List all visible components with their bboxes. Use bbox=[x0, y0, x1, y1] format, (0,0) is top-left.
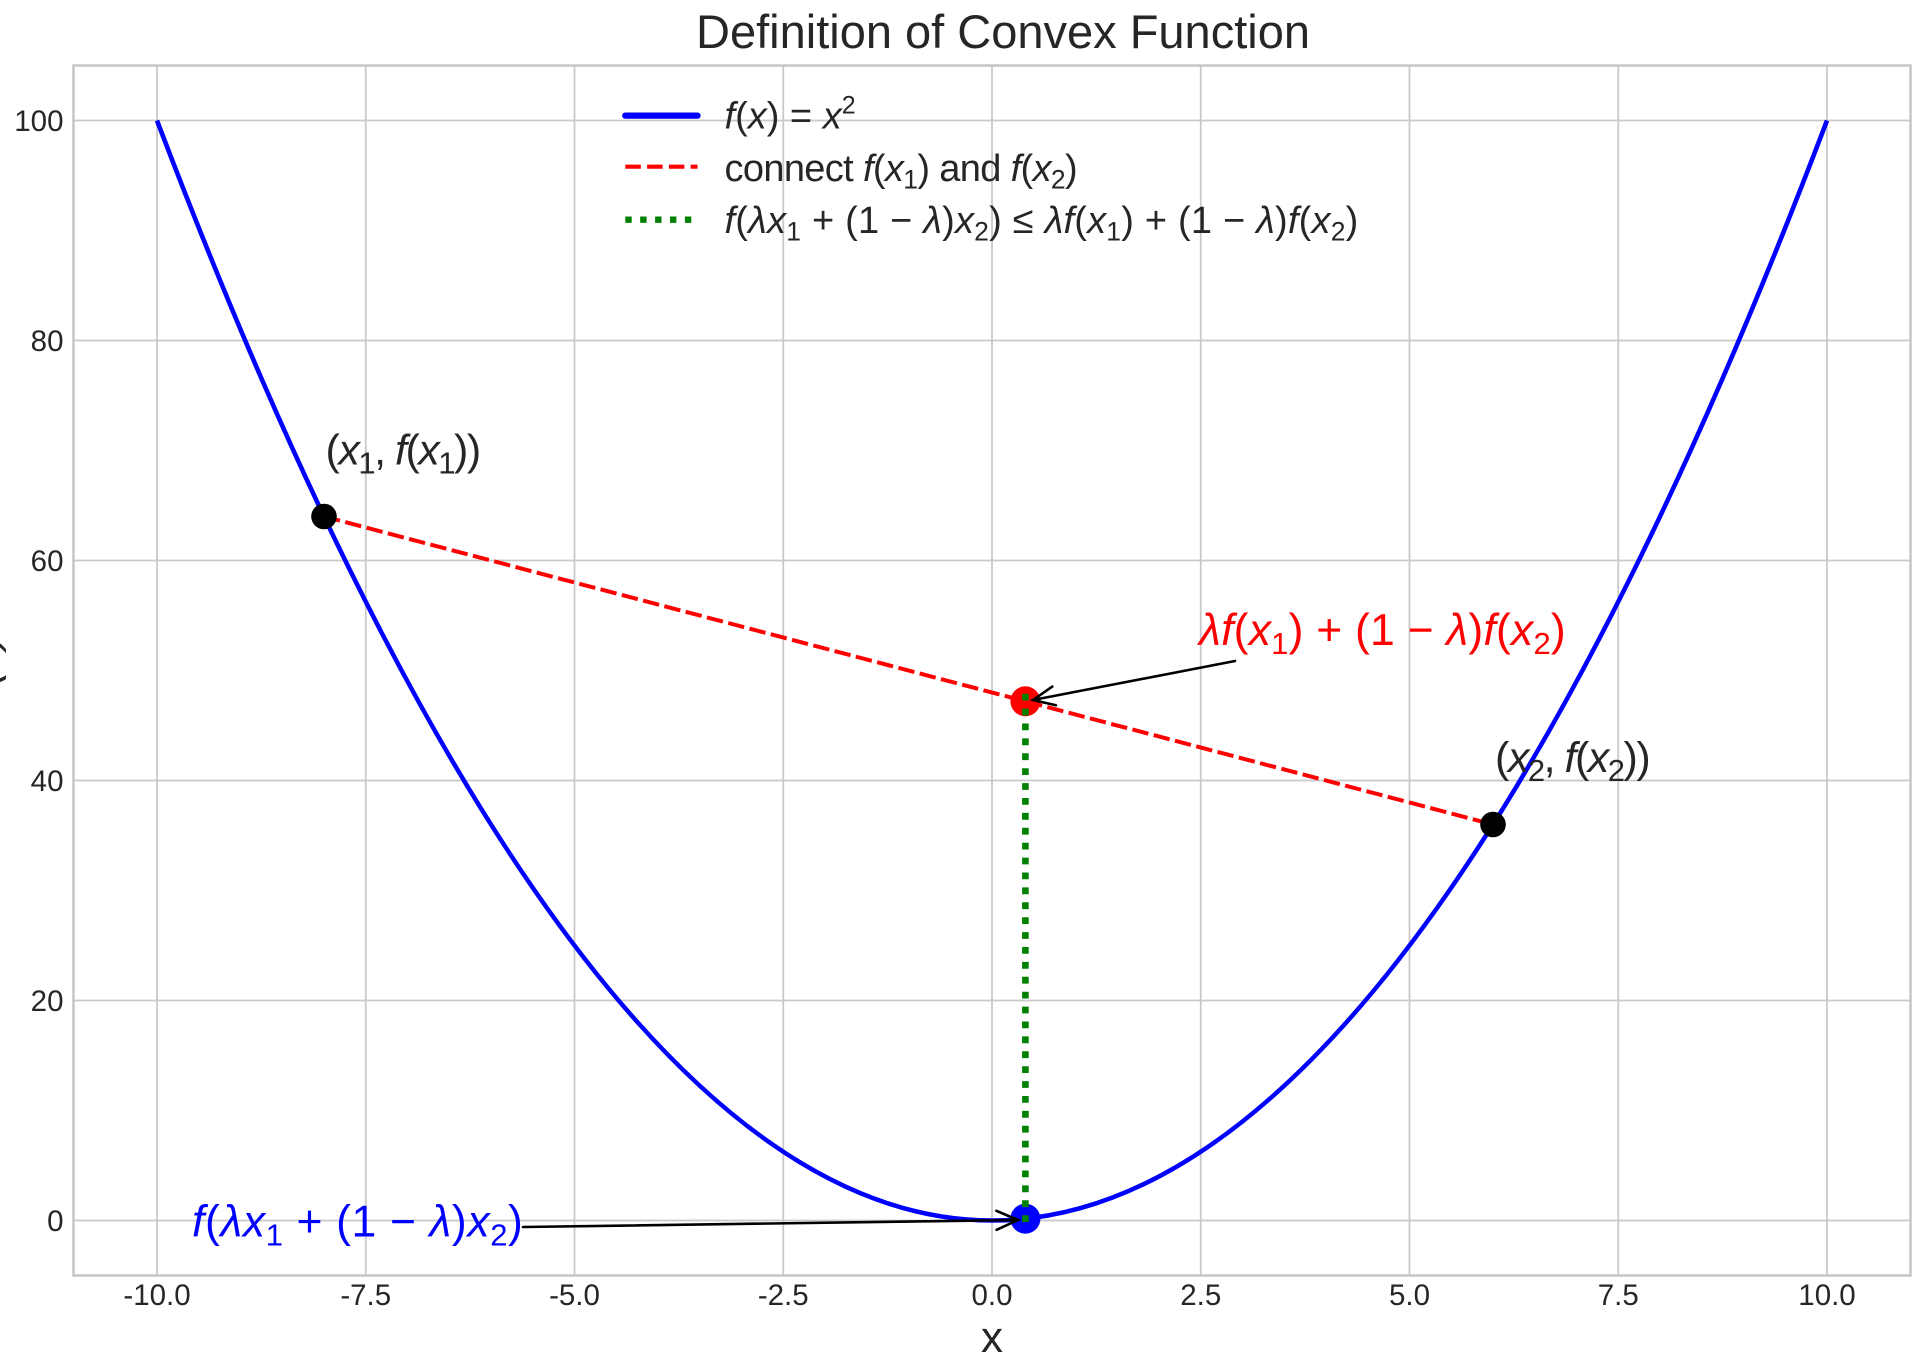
svg-text:20: 20 bbox=[31, 985, 64, 1018]
svg-text:connect f(x1) and f(x2): connect f(x1) and f(x2) bbox=[725, 148, 1078, 195]
svg-text:-10.0: -10.0 bbox=[123, 1279, 190, 1312]
svg-text:f(x): f(x) bbox=[0, 634, 7, 698]
svg-text:x: x bbox=[981, 1313, 1003, 1362]
svg-text:40: 40 bbox=[31, 765, 64, 798]
svg-text:10.0: 10.0 bbox=[1798, 1279, 1855, 1312]
svg-text:2.5: 2.5 bbox=[1180, 1279, 1221, 1312]
svg-text:100: 100 bbox=[14, 105, 63, 138]
svg-text:-7.5: -7.5 bbox=[340, 1279, 391, 1312]
svg-text:f(λx1 + (1 − λ)x2): f(λx1 + (1 − λ)x2) bbox=[192, 1198, 523, 1253]
svg-text:(x1, f(x1)): (x1, f(x1)) bbox=[326, 427, 480, 481]
svg-text:80: 80 bbox=[31, 325, 64, 358]
svg-text:(x2, f(x2)): (x2, f(x2)) bbox=[1495, 734, 1649, 788]
svg-text:60: 60 bbox=[31, 545, 64, 578]
svg-text:Definition of Convex Function: Definition of Convex Function bbox=[696, 5, 1310, 58]
svg-text:0: 0 bbox=[47, 1205, 63, 1238]
svg-text:-5.0: -5.0 bbox=[549, 1279, 600, 1312]
svg-text:-2.5: -2.5 bbox=[758, 1279, 809, 1312]
svg-text:0.0: 0.0 bbox=[971, 1279, 1012, 1312]
svg-text:f(λx1 + (1 − λ)x2) ≤ λf(x1) +: f(λx1 + (1 − λ)x2) ≤ λf(x1) + (1 − λ)f(x… bbox=[725, 200, 1359, 247]
svg-text:λf(x1) + (1 − λ)f(x2): λf(x1) + (1 − λ)f(x2) bbox=[1196, 606, 1566, 661]
svg-text:5.0: 5.0 bbox=[1389, 1279, 1430, 1312]
svg-text:7.5: 7.5 bbox=[1598, 1279, 1639, 1312]
svg-text:f(x) = x2: f(x) = x2 bbox=[725, 92, 856, 138]
